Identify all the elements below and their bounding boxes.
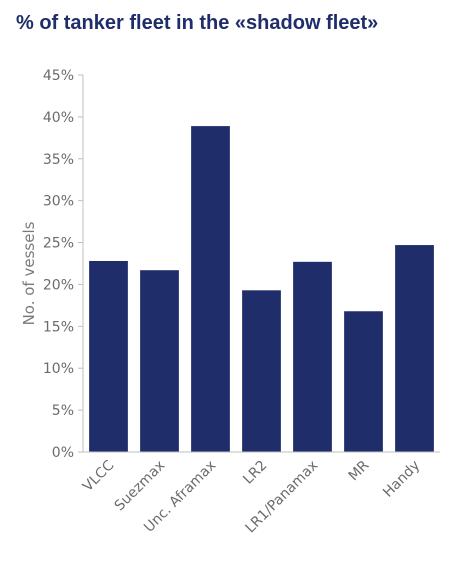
y-tick-label: 0% bbox=[52, 445, 74, 461]
bar-suezmax bbox=[140, 270, 179, 452]
y-tick-label: 20% bbox=[43, 277, 74, 293]
y-tick-label: 5% bbox=[52, 403, 74, 419]
bar-mr bbox=[344, 311, 383, 452]
y-tick-label: 15% bbox=[43, 319, 74, 335]
chart-title: % of tanker fleet in the «shadow fleet» bbox=[16, 12, 379, 34]
x-tick-label: MR bbox=[346, 457, 373, 484]
bar-handy bbox=[395, 245, 434, 452]
x-tick-label: VLCC bbox=[80, 457, 118, 495]
y-tick-label: 25% bbox=[43, 236, 74, 252]
x-tick-label: Handy bbox=[380, 458, 423, 501]
y-tick-label: 35% bbox=[43, 152, 74, 168]
y-tick-label: 40% bbox=[43, 110, 74, 126]
bar-lr2 bbox=[242, 290, 281, 452]
bar-vlcc bbox=[89, 260, 128, 452]
bar-unc-aframax bbox=[191, 126, 230, 453]
y-tick-label: 10% bbox=[43, 361, 74, 377]
y-axis-ticks: 0% 5% 10% 15% 20% 25% 30% 35% 40% 45% bbox=[43, 68, 83, 461]
bar-lr1-panamax bbox=[293, 261, 332, 452]
y-tick-label: 30% bbox=[43, 194, 74, 210]
y-tick-label: 45% bbox=[43, 68, 74, 84]
y-axis-label: No. of vessels bbox=[20, 221, 38, 325]
bars bbox=[89, 126, 434, 453]
x-tick-label: LR2 bbox=[240, 458, 270, 488]
